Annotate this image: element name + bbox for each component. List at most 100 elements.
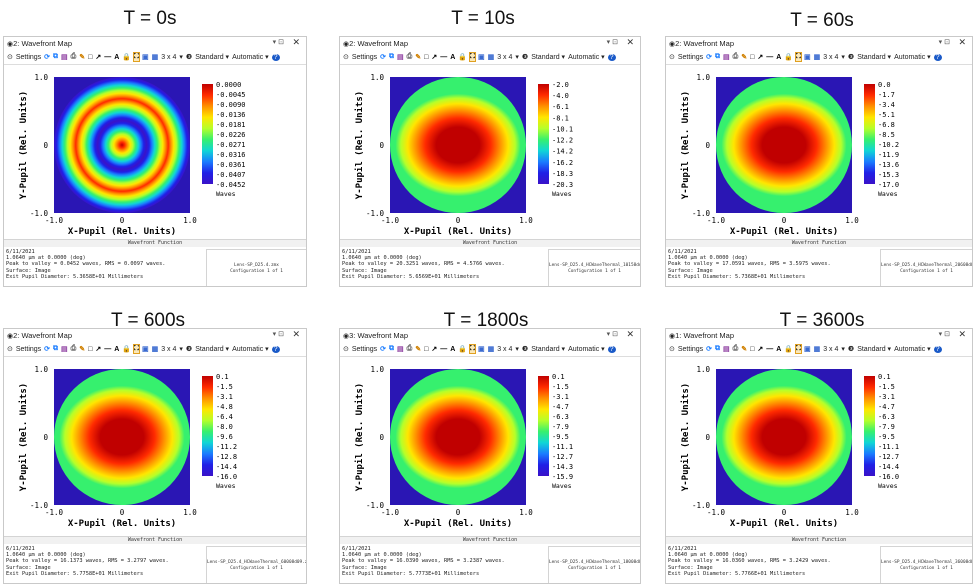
line-icon[interactable]: — [766,53,774,61]
automatic-dropdown[interactable]: Automatic ▾ [232,346,269,353]
help-button[interactable]: ? [933,345,942,353]
chevron-down-icon[interactable]: ▾ [179,346,183,353]
line-icon[interactable]: — [104,53,112,61]
refresh-icon[interactable]: ⟳ [44,346,51,353]
rectangle-icon[interactable]: □ [424,53,429,61]
grid-layout-button[interactable]: 3 x 4 [161,345,177,353]
text-icon[interactable]: A [776,53,782,61]
automatic-dropdown[interactable]: Automatic ▾ [232,54,269,61]
fit-icon[interactable]: ⛶ [133,52,140,62]
rectangle-icon[interactable]: □ [750,53,755,61]
close-icon[interactable]: ✕ [626,329,634,339]
grid-layout-button[interactable]: 3 x 4 [161,53,177,61]
fit-icon[interactable]: ⛶ [795,344,802,354]
print-icon[interactable]: ⎙ [732,345,739,352]
chevron-down-icon[interactable]: ⊙ [7,346,13,353]
text-icon[interactable]: A [776,345,782,353]
copy-icon[interactable]: ⧉ [53,345,59,352]
lock-icon[interactable]: 🔒 [458,346,468,353]
chevron-down-icon[interactable]: ▾ [515,54,519,61]
chevron-down-icon[interactable]: ▾ [841,346,845,353]
fit-icon[interactable]: ⛶ [469,52,476,62]
pin-icon[interactable]: ▾ ⊡ [606,331,618,338]
pencil-icon[interactable]: ✎ [415,346,422,353]
copy-icon[interactable]: ⧉ [53,53,59,60]
chevron-down-icon[interactable]: ▾ [515,346,519,353]
standard-dropdown[interactable]: Standard ▾ [195,346,230,353]
pencil-icon[interactable]: ✎ [79,346,86,353]
pin-icon[interactable]: ▾ ⊡ [272,331,284,338]
standard-dropdown[interactable]: Standard ▾ [531,346,566,353]
rectangle-icon[interactable]: □ [424,345,429,353]
window-title-bar[interactable]: ◉ 2: Wavefront Map ▾ ⊡ ✕ [666,37,972,50]
automatic-dropdown[interactable]: Automatic ▾ [894,54,931,61]
refresh-icon[interactable]: ⟳ [706,54,713,61]
help-button[interactable]: ? [933,53,942,61]
arrow-icon[interactable]: ↗ [95,54,102,61]
automatic-dropdown[interactable]: Automatic ▾ [894,346,931,353]
save-icon[interactable]: ▤ [723,54,730,61]
standard-dropdown[interactable]: Standard ▾ [857,346,892,353]
chevron-down-icon[interactable]: ▾ [841,54,845,61]
pencil-icon[interactable]: ✎ [741,54,748,61]
standard-dropdown[interactable]: Standard ▾ [531,54,566,61]
lock-icon[interactable]: 🔒 [784,346,794,353]
lock-icon[interactable]: 🔒 [122,346,132,353]
pin-icon[interactable]: ▾ ⊡ [938,331,950,338]
help-icon[interactable]: ❸ [521,54,529,61]
window-icon[interactable]: ▣ [803,346,811,353]
standard-dropdown[interactable]: Standard ▾ [195,54,230,61]
grid-layout-button[interactable]: 3 x 4 [497,345,513,353]
copy-icon[interactable]: ⧉ [715,53,721,60]
settings-button[interactable]: Settings [351,53,378,61]
help-button[interactable]: ? [271,345,280,353]
help-button[interactable]: ? [607,345,616,353]
arrow-icon[interactable]: ↗ [431,346,438,353]
close-icon[interactable]: ✕ [958,329,966,339]
window-title-bar[interactable]: ◉ 2: Wavefront Map ▾ ⊡ ✕ [340,37,640,50]
print-icon[interactable]: ⎙ [70,345,77,352]
copy-icon[interactable]: ⧉ [389,53,395,60]
chevron-down-icon[interactable]: ⊙ [7,54,13,61]
line-icon[interactable]: — [104,345,112,353]
chevron-down-icon[interactable]: ▾ [179,54,183,61]
rectangle-icon[interactable]: □ [88,345,93,353]
close-icon[interactable]: ✕ [958,37,966,47]
help-icon[interactable]: ❸ [185,54,193,61]
chevron-down-icon[interactable]: ⊙ [669,346,675,353]
text-icon[interactable]: A [114,345,120,353]
window-title-bar[interactable]: ◉ 2: Wavefront Map ▾ ⊡ ✕ [4,37,306,50]
settings-button[interactable]: Settings [677,53,704,61]
arrow-icon[interactable]: ↗ [431,54,438,61]
line-icon[interactable]: — [440,345,448,353]
settings-button[interactable]: Settings [351,345,378,353]
settings-button[interactable]: Settings [15,53,42,61]
print-icon[interactable]: ⎙ [70,53,77,60]
save-icon[interactable]: ▤ [397,54,404,61]
fit-icon[interactable]: ⛶ [133,344,140,354]
standard-dropdown[interactable]: Standard ▾ [857,54,892,61]
pin-icon[interactable]: ▾ ⊡ [938,39,950,46]
copy-icon[interactable]: ⧉ [389,345,395,352]
window-title-bar[interactable]: ◉ 3: Wavefront Map ▾ ⊡ ✕ [340,329,640,342]
line-icon[interactable]: — [440,53,448,61]
close-icon[interactable]: ✕ [292,37,300,47]
grid-layout-button[interactable]: 3 x 4 [823,53,839,61]
automatic-dropdown[interactable]: Automatic ▾ [568,346,605,353]
help-icon[interactable]: ❸ [185,346,193,353]
chevron-down-icon[interactable]: ⊙ [343,54,349,61]
lock-icon[interactable]: 🔒 [122,54,132,61]
lock-icon[interactable]: 🔒 [458,54,468,61]
close-icon[interactable]: ✕ [292,329,300,339]
chevron-down-icon[interactable]: ⊙ [343,346,349,353]
help-icon[interactable]: ❸ [847,54,855,61]
layout-icon[interactable]: ▦ [151,346,159,353]
help-button[interactable]: ? [271,53,280,61]
grid-layout-button[interactable]: 3 x 4 [497,53,513,61]
print-icon[interactable]: ⎙ [406,345,413,352]
text-icon[interactable]: A [450,345,456,353]
refresh-icon[interactable]: ⟳ [44,54,51,61]
print-icon[interactable]: ⎙ [732,53,739,60]
help-icon[interactable]: ❸ [847,346,855,353]
pin-icon[interactable]: ▾ ⊡ [606,39,618,46]
